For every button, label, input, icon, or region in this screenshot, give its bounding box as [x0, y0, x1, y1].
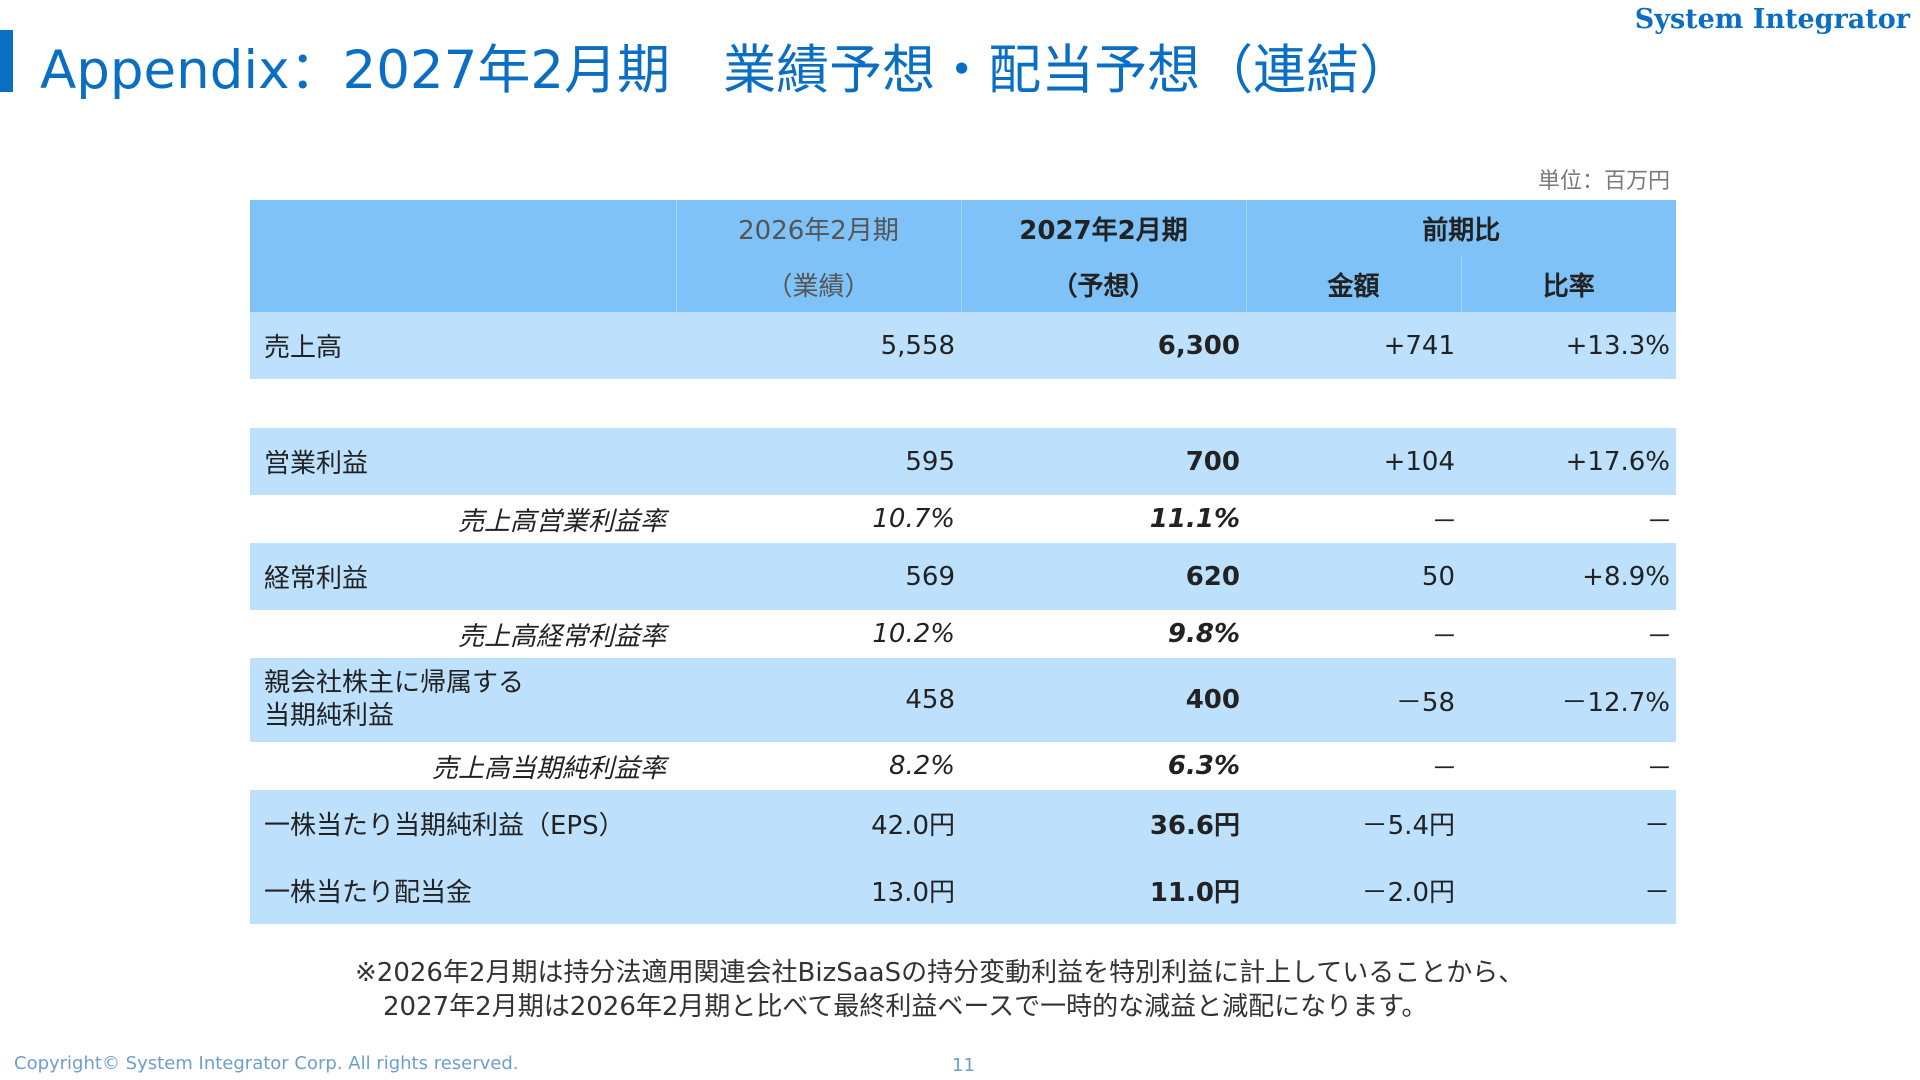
yoy-amount: －5.4円 [1246, 790, 1461, 857]
brand-logo: System Integrator [1634, 4, 1910, 35]
table-row-dividend: 一株当たり配当金 13.0円 11.0円 －2.0円 － [250, 857, 1677, 924]
row-label: 一株当たり配当金 [250, 857, 676, 924]
yoy-ratio: +8.9% [1461, 543, 1677, 610]
row-label-line1: 親会社株主に帰属する [264, 668, 525, 698]
prev-value: 8.2% [676, 742, 961, 790]
yoy-ratio: +13.3% [1461, 312, 1677, 379]
table-row-net-income: 親会社株主に帰属する 当期純利益 458 400 －58 －12.7% [250, 658, 1677, 742]
table-row-ordinary-profit: 経常利益 569 620 50 +8.9% [250, 543, 1677, 610]
header-empty-cell [250, 256, 677, 312]
prev-value: 595 [676, 428, 961, 495]
row-label-line2: 当期純利益 [264, 701, 395, 731]
table-row-operating-margin: 売上高営業利益率 10.7% 11.1% － － [250, 495, 1677, 543]
row-label: 売上高営業利益率 [250, 495, 676, 543]
prev-value: 5,558 [676, 312, 961, 379]
header-ratio: 比率 [1461, 256, 1677, 312]
forecast-value: 11.0円 [961, 857, 1246, 924]
yoy-ratio: －12.7% [1461, 658, 1677, 742]
page-number: 11 [952, 1055, 975, 1076]
yoy-ratio: － [1461, 495, 1677, 543]
yoy-ratio: － [1461, 742, 1677, 790]
forecast-value: 400 [961, 658, 1246, 742]
table-row-net-sales: 売上高 5,558 6,300 +741 +13.3% [250, 312, 1677, 379]
prev-value: 13.0円 [676, 857, 961, 924]
yoy-amount: － [1246, 610, 1461, 658]
table-header-row-2: （業績） （予想） 金額 比率 [250, 256, 1677, 312]
forecast-value: 620 [961, 543, 1246, 610]
yoy-amount: － [1246, 495, 1461, 543]
row-label: 売上高経常利益率 [250, 610, 676, 658]
page-title: Appendix：2027年2月期 業績予想・配当予想（連結） [40, 40, 1413, 101]
forecast-value: 36.6円 [961, 790, 1246, 857]
forecast-value: 9.8% [961, 610, 1246, 658]
table-header-row-1: 2026年2月期 2027年2月期 前期比 [250, 200, 1677, 256]
unit-label: 単位：百万円 [1537, 169, 1670, 194]
prev-value: 42.0円 [676, 790, 961, 857]
row-label: 親会社株主に帰属する 当期純利益 [250, 658, 676, 742]
footnote: ※2026年2月期は持分法適用関連会社BizSaaSの持分変動利益を特別利益に計… [355, 956, 1524, 1024]
title-accent-bar [0, 30, 13, 92]
prev-value: 569 [676, 543, 961, 610]
yoy-amount: +104 [1246, 428, 1461, 495]
table-row-operating-profit: 営業利益 595 700 +104 +17.6% [250, 428, 1677, 495]
header-prev-year: 2026年2月期 [676, 200, 962, 256]
forecast-value: 6.3% [961, 742, 1246, 790]
forecast-table: 2026年2月期 2027年2月期 前期比 （業績） （予想） 金額 比率 売上… [250, 200, 1677, 924]
yoy-ratio: － [1461, 857, 1677, 924]
row-label: 売上高 [250, 312, 676, 379]
header-forecast-type: （予想） [961, 256, 1247, 312]
copyright-text: Copyright© System Integrator Corp. All r… [14, 1053, 519, 1074]
yoy-amount: +741 [1246, 312, 1461, 379]
yoy-amount: 50 [1246, 543, 1461, 610]
table-row-eps: 一株当たり当期純利益（EPS） 42.0円 36.6円 －5.4円 － [250, 790, 1677, 857]
yoy-amount: － [1246, 742, 1461, 790]
yoy-amount: －58 [1246, 658, 1461, 742]
table-row-ordinary-margin: 売上高経常利益率 10.2% 9.8% － － [250, 610, 1677, 658]
header-empty-cell [250, 200, 677, 256]
forecast-value: 6,300 [961, 312, 1246, 379]
header-amount: 金額 [1246, 256, 1462, 312]
row-label: 売上高当期純利益率 [250, 742, 676, 790]
header-yoy: 前期比 [1246, 200, 1677, 256]
row-label: 営業利益 [250, 428, 676, 495]
prev-value: 10.2% [676, 610, 961, 658]
forecast-value: 700 [961, 428, 1246, 495]
table-spacer-row [250, 379, 1677, 428]
prev-value: 10.7% [676, 495, 961, 543]
yoy-amount: －2.0円 [1246, 857, 1461, 924]
footnote-line1: ※2026年2月期は持分法適用関連会社BizSaaSの持分変動利益を特別利益に計… [355, 958, 1525, 988]
footnote-line2: 2027年2月期は2026年2月期と比べて最終利益ベースで一時的な減益と減配にな… [383, 992, 1428, 1022]
yoy-ratio: － [1461, 610, 1677, 658]
prev-value: 458 [676, 658, 961, 742]
forecast-value: 11.1% [961, 495, 1246, 543]
header-forecast-year: 2027年2月期 [961, 200, 1247, 256]
row-label: 一株当たり当期純利益（EPS） [250, 790, 676, 857]
yoy-ratio: － [1461, 790, 1677, 857]
yoy-ratio: +17.6% [1461, 428, 1677, 495]
header-prev-type: （業績） [676, 256, 962, 312]
table-row-net-margin: 売上高当期純利益率 8.2% 6.3% － － [250, 742, 1677, 790]
row-label: 経常利益 [250, 543, 676, 610]
